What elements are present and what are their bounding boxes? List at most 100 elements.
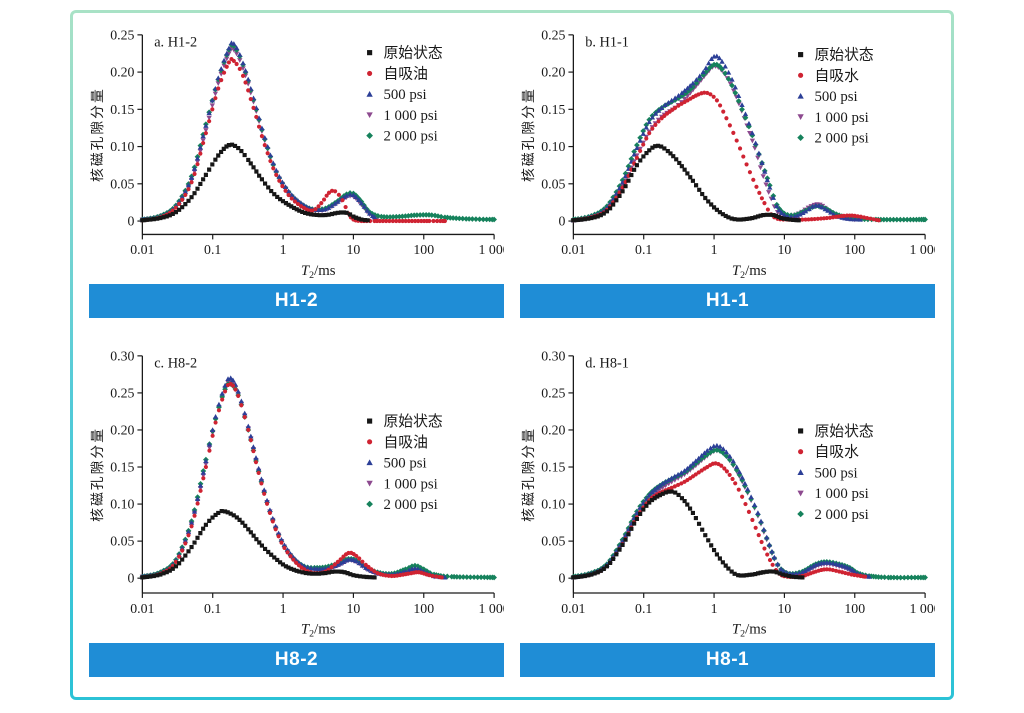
svg-text:1: 1 xyxy=(711,242,718,257)
y-tick-labels: 0 0.05 0.10 0.15 0.20 0.25 xyxy=(110,27,143,228)
x-axis-label: T2/ms xyxy=(301,622,336,640)
legend-marker-triangle-up xyxy=(797,92,804,99)
y-tick-labels: 0 0.05 0.10 0.15 0.20 0.25 0.30 xyxy=(110,349,143,586)
x-axis-label: T2/ms xyxy=(732,622,767,640)
legend-marker-diamond xyxy=(797,134,804,141)
svg-text:0.25: 0.25 xyxy=(541,27,565,42)
svg-text:0.20: 0.20 xyxy=(110,423,134,438)
x-axis-label: T2/ms xyxy=(301,263,336,281)
svg-text:0.01: 0.01 xyxy=(130,601,154,616)
series-group xyxy=(139,40,497,224)
banner-h1-2: H1-2 xyxy=(89,283,504,318)
legend-marker-circle xyxy=(798,72,804,78)
x-axis-label: T2/ms xyxy=(732,263,767,281)
y-tick-labels: 0 0.05 0.10 0.15 0.20 0.25 0.30 xyxy=(541,349,574,586)
legend-label: 自吸油 xyxy=(383,65,427,82)
legend-label: 1 000 psi xyxy=(814,486,868,502)
svg-text:0.15: 0.15 xyxy=(541,102,565,117)
svg-text:0.10: 0.10 xyxy=(541,497,565,512)
axes xyxy=(141,34,495,236)
legend-label: 2 000 psi xyxy=(383,497,437,513)
svg-text:1 000: 1 000 xyxy=(910,601,935,616)
legend-label: 500 psi xyxy=(814,466,857,482)
svg-text:10: 10 xyxy=(346,242,360,257)
svg-text:0.1: 0.1 xyxy=(204,242,221,257)
svg-text:100: 100 xyxy=(844,601,865,616)
series-500 psi xyxy=(139,40,378,222)
panel-d-h8-1: 0 0.05 0.10 0.15 0.20 0.25 0.30 0.01 0.1 1 10 100 1 … xyxy=(520,344,935,689)
svg-text:0.1: 0.1 xyxy=(635,601,652,616)
series-500 psi xyxy=(570,443,872,580)
chart-c-h8-2: 0 0.05 0.10 0.15 0.20 0.25 0.30 0.01 0.1 1 10 100 1 … xyxy=(90,349,504,640)
svg-text:10: 10 xyxy=(346,601,360,616)
legend-marker-triangle-down xyxy=(366,480,373,487)
svg-text:0.25: 0.25 xyxy=(110,386,134,401)
panel-b-h1-1: 0 0.05 0.10 0.15 0.20 0.25 0.01 0.1 1 10 100 1 000 核… xyxy=(520,23,935,330)
x-tick-labels: 0.01 0.1 1 10 100 1 000 xyxy=(561,234,935,257)
svg-text:10: 10 xyxy=(777,242,791,257)
svg-text:0.30: 0.30 xyxy=(110,349,134,364)
svg-text:0: 0 xyxy=(559,571,566,586)
series-2 000 psi xyxy=(570,61,928,223)
svg-text:0.20: 0.20 xyxy=(541,423,565,438)
legend-label: 500 psi xyxy=(383,456,426,472)
y-axis-label: 核磁孔隙分量 xyxy=(90,427,105,522)
svg-text:0.05: 0.05 xyxy=(110,534,134,549)
svg-text:0: 0 xyxy=(559,213,566,228)
legend-label: 自吸油 xyxy=(383,434,427,451)
panel-title: a. H1-2 xyxy=(154,35,197,51)
svg-text:0.05: 0.05 xyxy=(110,176,134,191)
y-axis-label: 核磁孔隙分量 xyxy=(521,87,536,182)
y-axis-label: 核磁孔隙分量 xyxy=(90,87,105,182)
svg-text:0.15: 0.15 xyxy=(110,460,134,475)
panel-title: c. H8-2 xyxy=(154,356,197,372)
panel-a-h1-2: 0 0.05 0.10 0.15 0.20 0.25 0.01 0.1 1 10 100 1 000 核… xyxy=(89,23,504,330)
y-tick-labels: 0 0.05 0.10 0.15 0.20 0.25 xyxy=(541,27,574,228)
svg-text:100: 100 xyxy=(413,601,434,616)
legend-label: 2 000 psi xyxy=(814,507,868,523)
legend-label: 2 000 psi xyxy=(814,131,868,147)
series-原始状态 xyxy=(140,142,370,223)
svg-text:1: 1 xyxy=(280,601,287,616)
svg-text:1: 1 xyxy=(280,242,287,257)
svg-text:10: 10 xyxy=(777,601,791,616)
legend-marker-triangle-up xyxy=(366,459,373,466)
legend-label: 原始状态 xyxy=(383,45,442,62)
legend-label: 500 psi xyxy=(383,87,426,103)
svg-text:0.01: 0.01 xyxy=(561,242,585,257)
panel-title: d. H8-1 xyxy=(585,356,629,372)
x-tick-labels: 0.01 0.1 1 10 100 1 000 xyxy=(561,593,935,616)
svg-text:0.01: 0.01 xyxy=(130,242,154,257)
svg-text:1 000: 1 000 xyxy=(479,601,504,616)
svg-text:0.10: 0.10 xyxy=(541,139,565,154)
svg-text:0.1: 0.1 xyxy=(204,601,221,616)
legend-marker-square xyxy=(798,52,804,58)
legend-marker-triangle-down xyxy=(797,490,804,497)
chart-b-h1-1: 0 0.05 0.10 0.15 0.20 0.25 0.01 0.1 1 10 100 1 000 核… xyxy=(521,27,935,281)
svg-text:0.01: 0.01 xyxy=(561,601,585,616)
svg-text:1: 1 xyxy=(711,601,718,616)
legend-marker-triangle-down xyxy=(797,114,804,121)
series-2 000 psi xyxy=(139,41,497,223)
legend-label: 500 psi xyxy=(814,89,857,105)
svg-text:0.10: 0.10 xyxy=(110,497,134,512)
svg-text:0.15: 0.15 xyxy=(110,102,134,117)
legend-label: 1 000 psi xyxy=(383,108,437,124)
svg-text:0.10: 0.10 xyxy=(110,139,134,154)
legend-marker-diamond xyxy=(366,500,373,508)
legend-label: 原始状态 xyxy=(814,423,873,440)
legend-marker-triangle-up xyxy=(797,469,804,476)
series-原始状态 xyxy=(571,143,801,223)
series-group xyxy=(570,443,928,581)
axes xyxy=(572,356,926,594)
legend-label: 原始状态 xyxy=(814,47,873,64)
legend-label: 自吸水 xyxy=(814,67,859,84)
legend-label: 自吸水 xyxy=(814,444,859,461)
y-axis-label: 核磁孔隙分量 xyxy=(521,427,536,522)
series-自吸水 xyxy=(571,90,881,223)
banner-h8-1: H8-1 xyxy=(520,642,935,677)
